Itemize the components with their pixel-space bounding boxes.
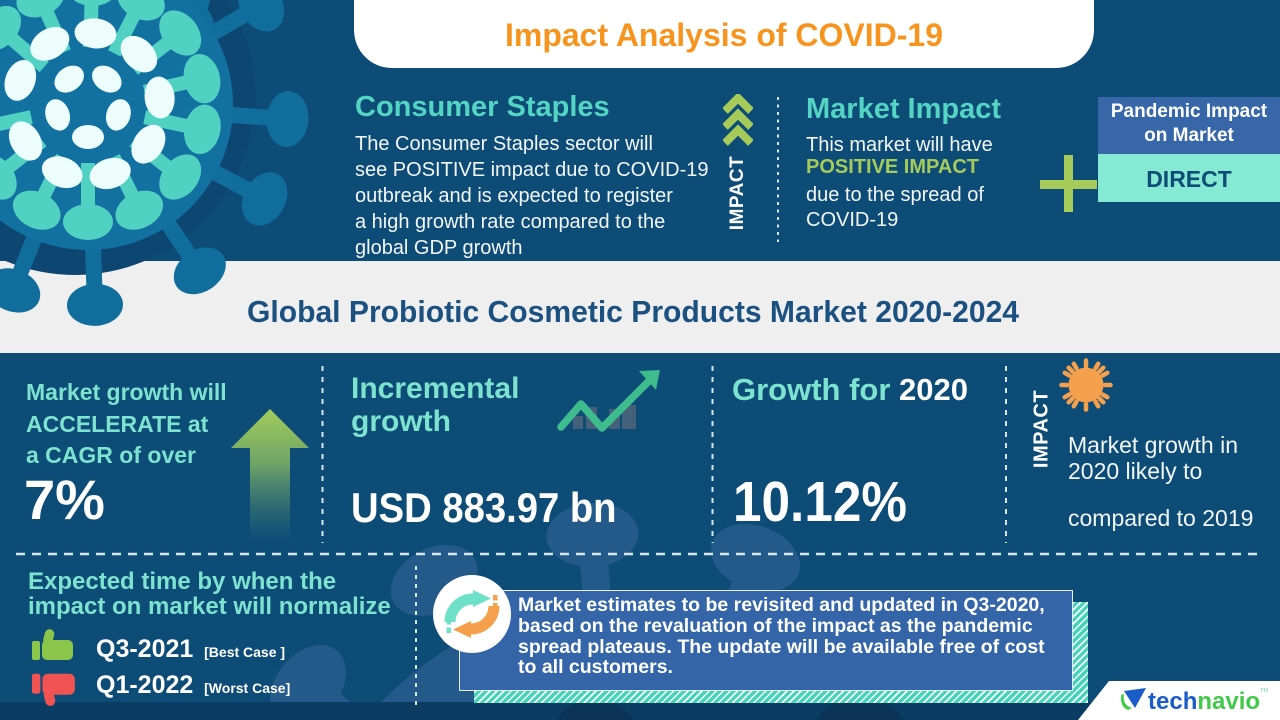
svg-text:technavio: technavio — [1148, 688, 1260, 715]
svg-text:TM: TM — [1260, 688, 1268, 694]
